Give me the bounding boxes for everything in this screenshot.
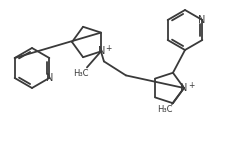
Text: N: N [46, 73, 53, 83]
Text: N: N [98, 46, 106, 56]
Text: +: + [105, 44, 111, 53]
Text: N: N [180, 83, 188, 93]
Text: H₃C: H₃C [73, 69, 89, 78]
Text: N: N [198, 15, 205, 25]
Text: +: + [188, 81, 194, 90]
Text: H₃C: H₃C [157, 105, 173, 114]
